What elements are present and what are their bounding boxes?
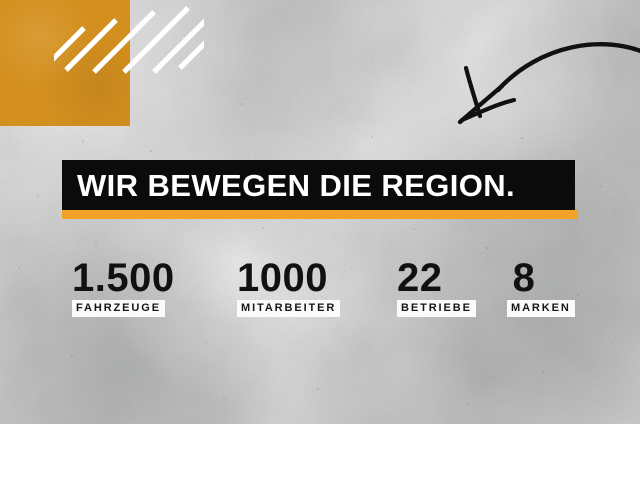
curved-arrow-icon — [457, 42, 640, 125]
stat-number: 22 — [397, 256, 443, 300]
stat-label: BETRIEBE — [397, 300, 476, 317]
stats-row: 1.500 FAHRZEUGE 1000 MITARBEITER 22 BETR… — [60, 258, 580, 326]
headline-block: WIR BEWEGEN DIE REGION. — [62, 160, 578, 219]
footer-bar: AVPAUTOLAND ŠKODA PORSCHE — [0, 424, 640, 480]
stat-item: 1000 MITARBEITER — [237, 256, 341, 317]
orange-corner-block — [0, 0, 130, 126]
stat-number: 1.500 — [72, 256, 175, 300]
stat-number: 1000 — [237, 256, 328, 300]
headline-underline — [62, 210, 578, 219]
diagonal-stripes — [54, 6, 204, 74]
stat-number: 8 — [512, 256, 536, 300]
stat-item: 22 BETRIEBE — [397, 258, 476, 317]
stat-label: MARKEN — [507, 300, 575, 317]
stat-item: 1.500 FAHRZEUGE — [72, 258, 175, 317]
stat-label: MITARBEITER — [237, 300, 341, 317]
page-title: WIR BEWEGEN DIE REGION. — [77, 167, 516, 203]
stat-item: 8 MARKEN — [507, 258, 575, 317]
stat-label: FAHRZEUGE — [72, 300, 165, 317]
headline-bar: WIR BEWEGEN DIE REGION. — [62, 160, 575, 210]
